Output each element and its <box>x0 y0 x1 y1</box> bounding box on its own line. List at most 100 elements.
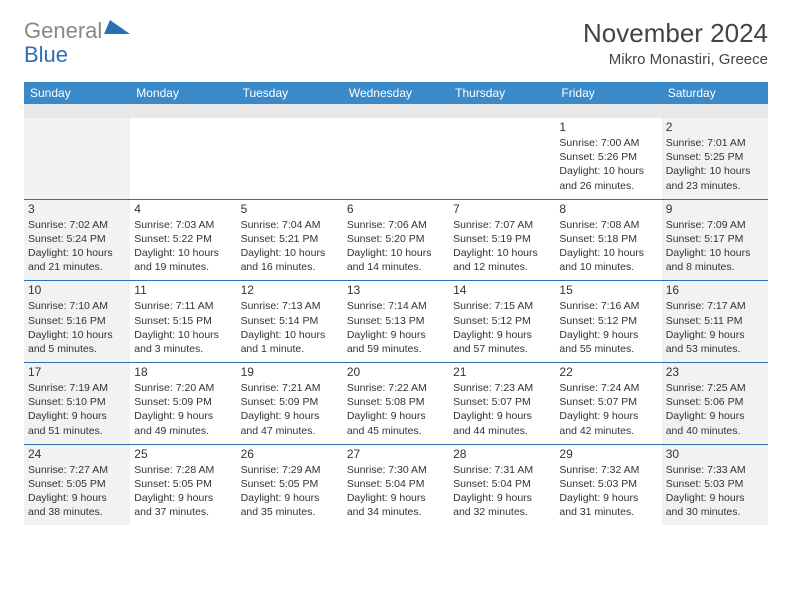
day-number: 29 <box>559 447 657 461</box>
sunrise-text: Sunrise: 7:32 AM <box>559 463 657 477</box>
calendar-cell: 8Sunrise: 7:08 AMSunset: 5:18 PMDaylight… <box>555 200 661 281</box>
calendar-week: 24Sunrise: 7:27 AMSunset: 5:05 PMDayligh… <box>24 444 768 526</box>
sunset-text: Sunset: 5:12 PM <box>453 314 551 328</box>
calendar-cell: 3Sunrise: 7:02 AMSunset: 5:24 PMDaylight… <box>24 200 130 281</box>
sunrise-text: Sunrise: 7:30 AM <box>347 463 445 477</box>
page-header: General November 2024 Mikro Monastiri, G… <box>24 18 768 68</box>
daylight-text: Daylight: 10 hours and 19 minutes. <box>134 246 232 274</box>
location-label: Mikro Monastiri, Greece <box>583 51 768 68</box>
day-number: 9 <box>666 202 764 216</box>
daylight-text: Daylight: 9 hours and 34 minutes. <box>347 491 445 519</box>
sunrise-text: Sunrise: 7:15 AM <box>453 299 551 313</box>
brand-logo: General <box>24 18 130 44</box>
day-number: 17 <box>28 365 126 379</box>
day-number: 20 <box>347 365 445 379</box>
daylight-text: Daylight: 9 hours and 38 minutes. <box>28 491 126 519</box>
calendar-cell: 4Sunrise: 7:03 AMSunset: 5:22 PMDaylight… <box>130 200 236 281</box>
sunset-text: Sunset: 5:22 PM <box>134 232 232 246</box>
day-header: Wednesday <box>343 82 449 104</box>
sunset-text: Sunset: 5:16 PM <box>28 314 126 328</box>
sunrise-text: Sunrise: 7:02 AM <box>28 218 126 232</box>
grey-strip <box>24 104 768 118</box>
sunrise-text: Sunrise: 7:19 AM <box>28 381 126 395</box>
daylight-text: Daylight: 9 hours and 35 minutes. <box>241 491 339 519</box>
day-header: Tuesday <box>237 82 343 104</box>
calendar-cell <box>130 118 236 199</box>
calendar-cell: 23Sunrise: 7:25 AMSunset: 5:06 PMDayligh… <box>662 363 768 444</box>
day-number: 30 <box>666 447 764 461</box>
daylight-text: Daylight: 10 hours and 21 minutes. <box>28 246 126 274</box>
title-block: November 2024 Mikro Monastiri, Greece <box>583 18 768 68</box>
brand-part2-wrap: Blue <box>24 42 68 68</box>
calendar-cell: 17 Sunrise: 7:19 AMSunset: 5:10 PMDayligh… <box>24 363 130 444</box>
calendar-cell: 12Sunrise: 7:13 AMSunset: 5:14 PMDayligh… <box>237 281 343 362</box>
day-number: 13 <box>347 283 445 297</box>
sunrise-text: Sunrise: 7:04 AM <box>241 218 339 232</box>
calendar-week: 1Sunrise: 7:00 AMSunset: 5:26 PMDaylight… <box>24 118 768 199</box>
day-header-row: Sunday Monday Tuesday Wednesday Thursday… <box>24 82 768 104</box>
daylight-text: Daylight: 9 hours and 55 minutes. <box>559 328 657 356</box>
sunset-text: Sunset: 5:08 PM <box>347 395 445 409</box>
sunset-text: Sunset: 5:05 PM <box>241 477 339 491</box>
month-title: November 2024 <box>583 18 768 49</box>
daylight-text: Daylight: 9 hours and 40 minutes. <box>666 409 764 437</box>
sunset-text: Sunset: 5:25 PM <box>666 150 764 164</box>
sunset-text: Sunset: 5:10 PM <box>28 395 126 409</box>
sunset-text: Sunset: 5:03 PM <box>666 477 764 491</box>
calendar-cell: 5Sunrise: 7:04 AMSunset: 5:21 PMDaylight… <box>237 200 343 281</box>
daylight-text: Daylight: 9 hours and 30 minutes. <box>666 491 764 519</box>
daylight-text: Daylight: 9 hours and 51 minutes. <box>28 409 126 437</box>
daylight-text: Daylight: 10 hours and 8 minutes. <box>666 246 764 274</box>
calendar-cell: 29Sunrise: 7:32 AMSunset: 5:03 PMDayligh… <box>555 445 661 526</box>
sunrise-text: Sunrise: 7:27 AM <box>28 463 126 477</box>
calendar-cell: 14Sunrise: 7:15 AMSunset: 5:12 PMDayligh… <box>449 281 555 362</box>
day-number: 27 <box>347 447 445 461</box>
brand-part2: Blue <box>24 42 68 67</box>
daylight-text: Daylight: 9 hours and 49 minutes. <box>134 409 232 437</box>
daylight-text: Daylight: 10 hours and 3 minutes. <box>134 328 232 356</box>
day-number: 5 <box>241 202 339 216</box>
calendar-cell <box>343 118 449 199</box>
sunrise-text: Sunrise: 7:14 AM <box>347 299 445 313</box>
sunset-text: Sunset: 5:09 PM <box>241 395 339 409</box>
calendar-cell: 19Sunrise: 7:21 AMSunset: 5:09 PMDayligh… <box>237 363 343 444</box>
sunset-text: Sunset: 5:19 PM <box>453 232 551 246</box>
day-number: 16 <box>666 283 764 297</box>
day-number: 21 <box>453 365 551 379</box>
day-number: 22 <box>559 365 657 379</box>
sunrise-text: Sunrise: 7:16 AM <box>559 299 657 313</box>
sunrise-text: Sunrise: 7:08 AM <box>559 218 657 232</box>
logo-icon <box>104 18 130 41</box>
sunrise-text: Sunrise: 7:24 AM <box>559 381 657 395</box>
sunset-text: Sunset: 5:26 PM <box>559 150 657 164</box>
sunrise-text: Sunrise: 7:21 AM <box>241 381 339 395</box>
sunset-text: Sunset: 5:03 PM <box>559 477 657 491</box>
calendar-cell: 20Sunrise: 7:22 AMSunset: 5:08 PMDayligh… <box>343 363 449 444</box>
sunset-text: Sunset: 5:14 PM <box>241 314 339 328</box>
sunrise-text: Sunrise: 7:13 AM <box>241 299 339 313</box>
calendar-cell: 2Sunrise: 7:01 AMSunset: 5:25 PMDaylight… <box>662 118 768 199</box>
day-number: 15 <box>559 283 657 297</box>
day-number: 3 <box>28 202 126 216</box>
calendar-week: 3Sunrise: 7:02 AMSunset: 5:24 PMDaylight… <box>24 199 768 281</box>
sunset-text: Sunset: 5:21 PM <box>241 232 339 246</box>
sunrise-text: Sunrise: 7:06 AM <box>347 218 445 232</box>
calendar-cell: 30Sunrise: 7:33 AMSunset: 5:03 PMDayligh… <box>662 445 768 526</box>
daylight-text: Daylight: 9 hours and 47 minutes. <box>241 409 339 437</box>
calendar-cell <box>237 118 343 199</box>
calendar-cell <box>24 118 130 199</box>
sunset-text: Sunset: 5:15 PM <box>134 314 232 328</box>
sunset-text: Sunset: 5:07 PM <box>453 395 551 409</box>
daylight-text: Daylight: 9 hours and 42 minutes. <box>559 409 657 437</box>
calendar-cell: 21Sunrise: 7:23 AMSunset: 5:07 PMDayligh… <box>449 363 555 444</box>
day-header: Friday <box>555 82 661 104</box>
sunset-text: Sunset: 5:09 PM <box>134 395 232 409</box>
sunrise-text: Sunrise: 7:10 AM <box>28 299 126 313</box>
calendar-cell: 18Sunrise: 7:20 AMSunset: 5:09 PMDayligh… <box>130 363 236 444</box>
sunrise-text: Sunrise: 7:03 AM <box>134 218 232 232</box>
calendar-grid: 1Sunrise: 7:00 AMSunset: 5:26 PMDaylight… <box>24 118 768 525</box>
daylight-text: Daylight: 9 hours and 57 minutes. <box>453 328 551 356</box>
sunrise-text: Sunrise: 7:23 AM <box>453 381 551 395</box>
day-number: 10 <box>28 283 126 297</box>
daylight-text: Daylight: 9 hours and 32 minutes. <box>453 491 551 519</box>
